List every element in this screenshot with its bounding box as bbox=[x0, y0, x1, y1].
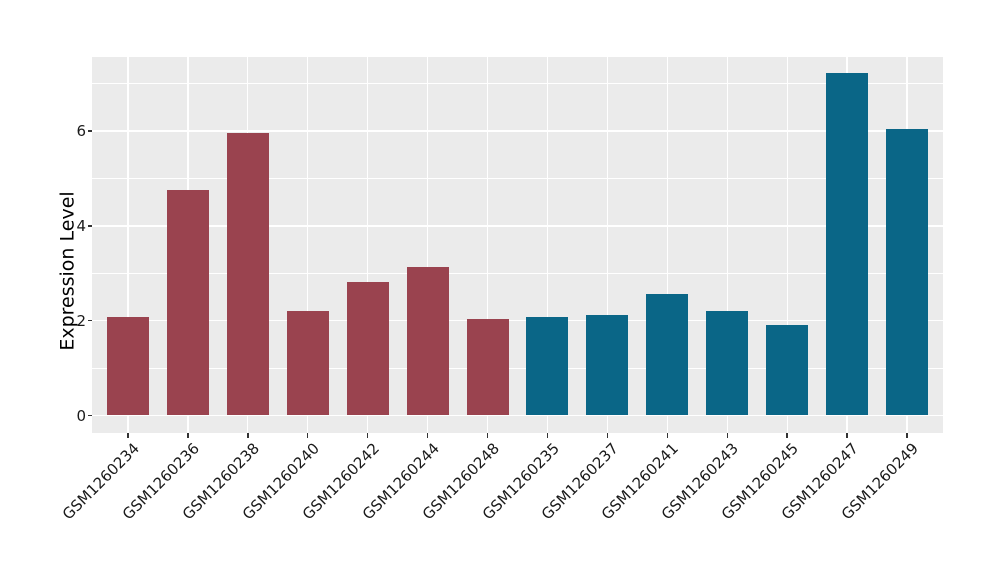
v-gridline bbox=[546, 57, 549, 433]
x-tick-mark bbox=[906, 433, 908, 438]
bar-GSM1260249 bbox=[886, 128, 929, 416]
bar-GSM1260235 bbox=[526, 316, 569, 416]
y-tick-mark bbox=[87, 130, 93, 132]
h-gridline-minor bbox=[92, 272, 943, 274]
v-gridline bbox=[606, 57, 609, 433]
x-tick-mark bbox=[306, 433, 309, 438]
v-gridline bbox=[666, 57, 668, 433]
x-tick-mark bbox=[486, 433, 489, 438]
x-tick-mark bbox=[786, 433, 788, 438]
h-gridline-major bbox=[92, 414, 943, 417]
bar-GSM1260248 bbox=[466, 318, 509, 416]
bar-GSM1260243 bbox=[706, 311, 749, 416]
bar-GSM1260242 bbox=[346, 281, 389, 416]
v-gridline bbox=[726, 57, 728, 433]
x-tick-mark bbox=[187, 433, 189, 438]
plot-panel bbox=[92, 57, 943, 433]
x-tick-mark bbox=[426, 433, 429, 438]
v-gridline bbox=[127, 57, 129, 433]
bar-GSM1260234 bbox=[106, 317, 149, 416]
y-tick-mark bbox=[87, 319, 93, 322]
x-tick-mark bbox=[846, 433, 848, 438]
y-tick-mark bbox=[87, 225, 93, 227]
h-gridline-major bbox=[92, 319, 943, 322]
x-tick-mark bbox=[127, 433, 129, 438]
h-gridline-major bbox=[92, 130, 943, 132]
x-tick-mark bbox=[666, 433, 669, 438]
y-tick-mark bbox=[87, 414, 93, 417]
bar-GSM1260241 bbox=[646, 293, 689, 416]
v-gridline bbox=[486, 57, 489, 433]
h-gridline-minor bbox=[92, 178, 943, 179]
x-tick-mark bbox=[546, 433, 549, 438]
y-tick-label: 4 bbox=[76, 216, 86, 235]
h-gridline-major bbox=[92, 225, 943, 227]
bar-GSM1260244 bbox=[406, 266, 449, 416]
h-gridline-minor bbox=[92, 83, 943, 85]
bar-GSM1260238 bbox=[226, 132, 269, 416]
v-gridline bbox=[786, 57, 788, 433]
v-gridline bbox=[426, 57, 429, 433]
x-tick-mark bbox=[726, 433, 728, 438]
h-gridline-minor bbox=[92, 367, 943, 369]
bar-GSM1260236 bbox=[166, 189, 209, 416]
v-gridline bbox=[307, 57, 309, 433]
v-gridline bbox=[367, 57, 369, 433]
y-tick-label: 0 bbox=[76, 406, 86, 425]
bar-GSM1260240 bbox=[286, 310, 329, 416]
bar-GSM1260237 bbox=[586, 315, 629, 416]
y-tick-label: 2 bbox=[76, 311, 86, 330]
bar-GSM1260245 bbox=[766, 325, 809, 416]
bar-GSM1260247 bbox=[826, 73, 869, 416]
x-tick-mark bbox=[366, 433, 369, 438]
x-tick-mark bbox=[247, 433, 249, 438]
x-tick-mark bbox=[606, 433, 609, 438]
y-tick-label: 6 bbox=[76, 122, 86, 141]
